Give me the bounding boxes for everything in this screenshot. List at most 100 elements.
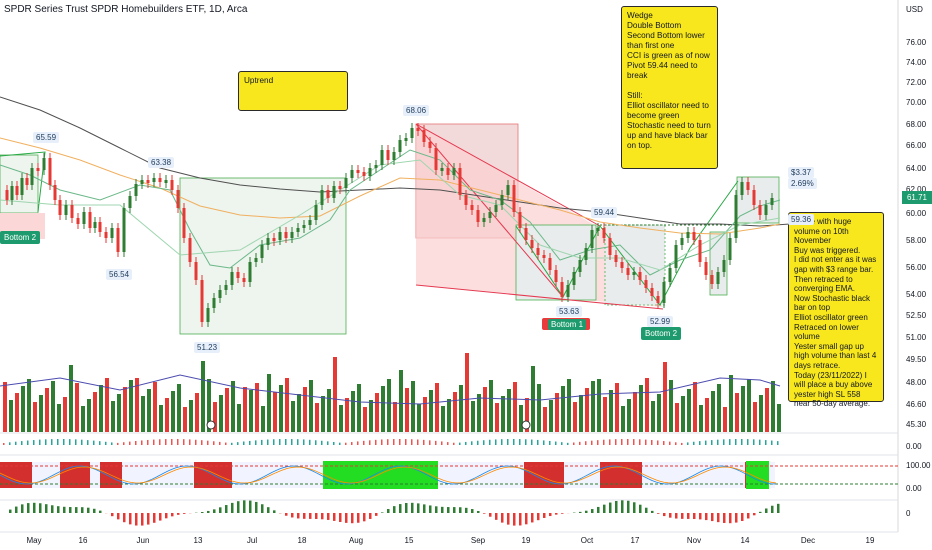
x-axis-label: Sep	[471, 536, 486, 545]
candle-body	[302, 225, 306, 228]
candle-body	[182, 208, 186, 238]
elliott-bar	[573, 442, 575, 445]
cci-bar	[705, 513, 708, 521]
wedge-note[interactable]: Wedge Double Bottom Second Bottom lower …	[621, 6, 718, 169]
cci-bar	[435, 506, 438, 513]
elliott-bar	[111, 442, 113, 445]
elliott-bar	[315, 440, 317, 445]
label-269: 2.69%	[788, 178, 817, 189]
candle-body	[278, 232, 282, 240]
cci-bar	[129, 513, 132, 525]
candle-body	[758, 205, 762, 215]
volume-bar	[633, 392, 637, 432]
volume-bar	[435, 383, 439, 432]
candle-body	[734, 195, 738, 238]
volume-bar	[225, 388, 229, 432]
candle-body	[452, 168, 456, 175]
candle-body	[242, 278, 246, 282]
elliott-bar	[363, 440, 365, 445]
elliott-bar	[387, 439, 389, 445]
candle-body	[230, 272, 234, 285]
cci-bar	[657, 513, 660, 514]
elliott-bar	[357, 441, 359, 445]
candle-body	[134, 184, 138, 196]
candle-body	[686, 232, 690, 238]
volume-bar	[261, 406, 265, 432]
elliott-bar	[81, 439, 83, 445]
elliott-bar	[225, 442, 227, 445]
elliott-bar	[615, 439, 617, 445]
volume-bar	[147, 389, 151, 432]
stoch-overbought-block	[746, 461, 769, 489]
elliott-bar	[717, 439, 719, 445]
candle-body	[10, 186, 14, 200]
volume-bar	[291, 401, 295, 432]
candle-body	[248, 262, 252, 282]
breakout-note[interactable]: Broke with huge volume on 10th November …	[788, 212, 884, 408]
price-axis-tick: 70.00	[906, 98, 927, 107]
elliott-bar	[711, 440, 713, 445]
cci-bar	[93, 508, 96, 513]
candle-body	[428, 142, 432, 148]
candle-body	[284, 232, 288, 238]
cci-bar	[639, 504, 642, 513]
volume-bar	[243, 387, 247, 432]
price-axis-tick: 76.00	[906, 38, 927, 47]
volume-bar	[381, 386, 385, 432]
volume-bar	[63, 397, 67, 432]
cci-bar	[465, 507, 468, 513]
volume-bar	[489, 380, 493, 432]
candle-body	[752, 190, 756, 205]
volume-bar	[177, 384, 181, 432]
cci-bar	[339, 513, 342, 522]
candle-body	[212, 298, 216, 308]
volume-bar	[351, 391, 355, 432]
cci-bar	[765, 508, 768, 513]
volume-bar	[135, 378, 139, 432]
candle-body	[524, 228, 528, 240]
cci-bar	[387, 509, 390, 513]
volume-bar	[273, 392, 277, 432]
elliott-bar	[555, 441, 557, 445]
cci-bar	[651, 510, 654, 513]
elliott-bar	[579, 441, 581, 445]
candle-body	[626, 268, 630, 275]
cci-bar	[621, 500, 624, 513]
elliott-bar	[525, 439, 527, 445]
elliott-bar	[9, 442, 11, 445]
volume-bar	[51, 381, 55, 432]
volume-bar	[417, 404, 421, 432]
volume-bar	[93, 392, 97, 432]
label-6338: 63.38	[148, 157, 175, 168]
candle-body	[140, 180, 144, 184]
elliott-bar	[45, 439, 47, 445]
elliott-bar	[393, 439, 395, 445]
elliott-bar	[399, 439, 401, 445]
volume-bar	[27, 379, 31, 432]
volume-bar	[669, 380, 673, 432]
label-5936: 59.36	[788, 214, 815, 225]
price-axis-tick: 58.00	[906, 236, 927, 245]
cci-bar	[417, 503, 420, 513]
volume-bar	[357, 384, 361, 432]
x-axis-label: 16	[79, 536, 88, 545]
volume-bar	[105, 378, 109, 432]
cci-bar	[663, 513, 666, 517]
volume-bar	[609, 390, 613, 432]
volume-bar	[723, 407, 727, 432]
cci-bar	[213, 509, 216, 513]
uptrend-note[interactable]: Uptrend	[238, 71, 348, 111]
elliott-bar	[57, 439, 59, 445]
elliott-bar	[63, 439, 65, 445]
price-axis-tick: 54.00	[906, 290, 927, 299]
elliott-bar	[651, 439, 653, 445]
cci-bar	[561, 513, 564, 514]
elliott-bar	[93, 440, 95, 445]
candle-body	[320, 190, 324, 205]
elliott-bar	[735, 439, 737, 445]
candle-body	[458, 168, 462, 195]
volume-bar	[219, 395, 223, 432]
volume-bar	[213, 402, 217, 432]
elliott-bar	[423, 439, 425, 445]
